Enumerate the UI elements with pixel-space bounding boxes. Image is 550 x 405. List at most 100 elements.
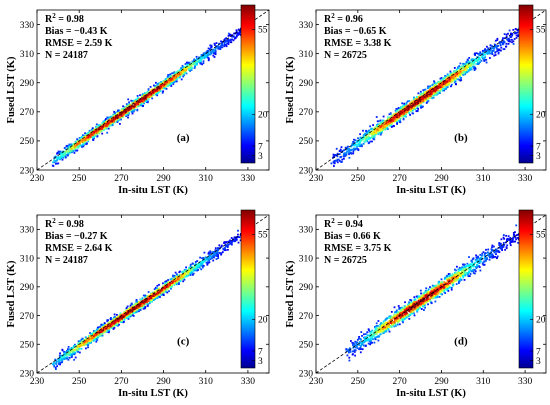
density-point: [368, 132, 371, 135]
density-point: [183, 273, 186, 275]
density-point: [100, 328, 103, 330]
density-point: [76, 142, 79, 145]
density-point: [227, 38, 230, 41]
density-point: [517, 34, 519, 37]
density-point: [486, 48, 489, 51]
density-point: [426, 99, 429, 101]
density-point: [109, 118, 111, 121]
density-point: [203, 251, 206, 254]
density-point: [159, 82, 162, 85]
density-point: [112, 325, 114, 328]
density-point: [223, 39, 225, 42]
density-point: [140, 102, 143, 105]
density-point: [83, 339, 86, 341]
density-point: [378, 124, 380, 127]
density-point: [171, 283, 173, 286]
density-point: [141, 298, 144, 301]
density-point: [376, 124, 378, 126]
density-point: [463, 68, 466, 71]
density-point: [107, 127, 110, 130]
density-point: [183, 278, 186, 281]
density-point: [199, 62, 202, 65]
density-point: [360, 143, 363, 146]
density-point: [156, 296, 159, 299]
density-point: [478, 58, 480, 60]
density-point: [390, 126, 393, 128]
density-point: [343, 157, 345, 160]
density-point: [100, 333, 103, 335]
density-point: [395, 111, 397, 114]
density-point: [206, 56, 209, 59]
density-point: [486, 45, 488, 48]
colorbar: [518, 4, 534, 164]
density-point: [512, 40, 515, 43]
density-point: [109, 122, 112, 125]
density-point: [138, 301, 140, 303]
density-point: [427, 100, 430, 102]
density-point: [466, 63, 469, 66]
density-point: [111, 122, 113, 124]
density-point: [362, 129, 364, 132]
density-point: [465, 68, 468, 70]
density-point: [387, 118, 389, 120]
density-point: [382, 127, 385, 130]
density-point: [59, 150, 62, 153]
density-point: [176, 76, 178, 78]
density-point: [143, 102, 145, 105]
density-point: [169, 73, 172, 76]
density-point: [422, 105, 424, 108]
density-point: [469, 64, 471, 67]
density-point: [176, 281, 178, 284]
density-point: [129, 103, 132, 106]
density-point: [436, 82, 439, 85]
density-point: [448, 82, 450, 85]
density-point: [361, 145, 363, 148]
density-point: [343, 153, 345, 155]
density-point: [155, 288, 158, 291]
density-point: [158, 82, 160, 85]
density-point: [372, 135, 375, 138]
density-point: [120, 116, 123, 119]
density-point: [213, 52, 216, 55]
density-point: [119, 318, 122, 321]
density-point: [229, 33, 231, 36]
density-point: [156, 287, 158, 290]
density-point: [122, 314, 125, 317]
density-point: [388, 120, 390, 123]
density-point: [496, 50, 499, 52]
density-point: [377, 129, 380, 131]
density-point: [144, 302, 147, 304]
density-point: [120, 118, 122, 121]
density-point: [54, 366, 57, 369]
density-point: [425, 94, 428, 97]
density-point: [120, 113, 123, 116]
density-point: [127, 104, 130, 106]
density-point: [109, 325, 112, 328]
density-point: [82, 145, 85, 148]
density-point: [442, 83, 445, 86]
density-point: [444, 76, 447, 79]
density-point: [170, 285, 173, 288]
density-point: [162, 83, 164, 86]
density-point: [110, 323, 112, 325]
density-point: [160, 85, 162, 88]
colorbar-tick-label: 20: [536, 111, 546, 121]
density-point: [214, 247, 217, 250]
density-point: [501, 41, 504, 44]
density-point: [220, 253, 222, 256]
density-point: [206, 49, 209, 52]
density-point: [429, 95, 432, 97]
density-point: [72, 144, 74, 147]
density-point: [104, 125, 107, 128]
density-point: [490, 47, 493, 50]
density-point: [451, 74, 453, 76]
density-point: [403, 115, 406, 117]
density-point: [63, 357, 65, 360]
density-point: [182, 72, 185, 74]
density-point: [385, 122, 388, 125]
density-point: [495, 45, 497, 47]
density-point: [73, 348, 76, 351]
density-point: [79, 351, 81, 354]
density-point: [478, 62, 480, 65]
density-point: [64, 147, 67, 150]
